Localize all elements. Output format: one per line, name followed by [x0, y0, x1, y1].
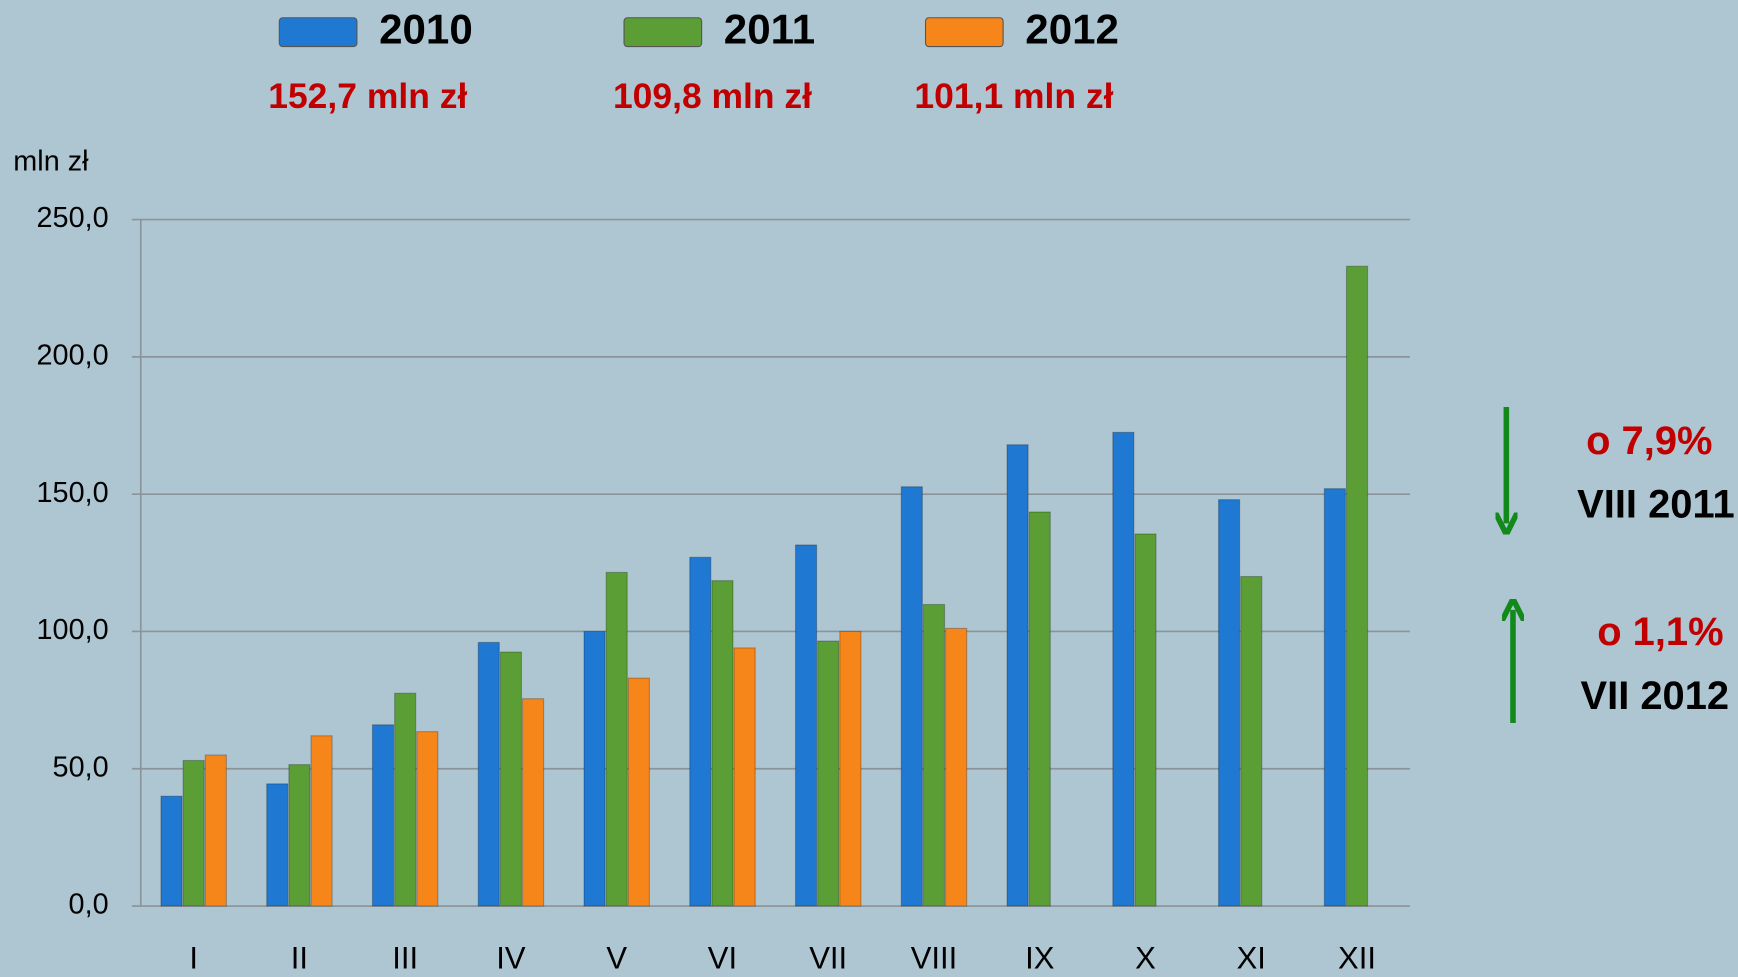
bar	[1323, 488, 1346, 907]
x-tick-label: II	[291, 941, 308, 976]
x-tick-label: I	[189, 941, 198, 976]
bar	[204, 754, 227, 907]
legend-swatch	[278, 17, 358, 48]
y-tick-label: 0,0	[69, 889, 109, 921]
x-tick-label: VII	[809, 941, 847, 976]
bar	[416, 731, 439, 907]
bar	[522, 698, 545, 907]
annotation: VII 2012	[1581, 674, 1730, 718]
bar	[288, 764, 311, 907]
bar	[394, 692, 417, 907]
bar	[371, 724, 395, 907]
annotation: o 7,9%	[1586, 419, 1712, 463]
x-tick-label: X	[1135, 941, 1156, 976]
x-tick-label: XII	[1338, 941, 1376, 976]
y-tick-label: 50,0	[53, 751, 109, 783]
bar	[1345, 265, 1369, 907]
bar	[794, 544, 818, 907]
bar	[310, 735, 333, 907]
x-tick-label: VI	[708, 941, 737, 976]
bar	[1028, 511, 1051, 907]
y-tick-label: 250,0	[37, 202, 109, 234]
bar	[605, 571, 628, 907]
bar	[817, 640, 840, 907]
bar	[627, 677, 650, 907]
x-tick-label: IV	[496, 941, 526, 976]
bar	[499, 651, 523, 907]
bar	[900, 486, 923, 907]
legend-label: 2010	[379, 5, 473, 52]
bar	[1112, 431, 1135, 907]
bar	[711, 580, 734, 907]
legend-label: 2012	[1025, 5, 1119, 52]
y-axis-label: mln zł	[13, 146, 89, 178]
legend-swatch	[924, 17, 1004, 48]
x-tick-label: III	[392, 941, 418, 976]
bar	[160, 795, 183, 907]
x-tick-label: V	[606, 941, 627, 976]
x-tick-label: IX	[1025, 941, 1055, 976]
y-tick-label: 200,0	[37, 339, 109, 371]
x-tick-label: XI	[1237, 941, 1266, 976]
bar	[266, 783, 289, 907]
bar	[945, 627, 968, 907]
x-tick-label: VIII	[911, 941, 958, 976]
y-tick-label: 100,0	[37, 614, 109, 646]
annotation: VIII 2011	[1577, 482, 1735, 526]
legend-swatch	[623, 17, 703, 48]
bar	[1006, 444, 1029, 907]
y-tick-label: 150,0	[37, 477, 109, 509]
bar	[583, 630, 606, 907]
bar	[1240, 575, 1263, 907]
annotation: o 1,1%	[1597, 610, 1723, 654]
bar	[839, 630, 862, 907]
bar	[182, 759, 205, 907]
legend-total: 101,1 mln zł	[914, 76, 1113, 116]
bar	[1218, 499, 1241, 907]
bar	[477, 641, 500, 907]
bar	[689, 556, 712, 907]
bar	[1134, 533, 1157, 907]
legend-total: 109,8 mln zł	[613, 76, 812, 116]
legend-total: 152,7 mln zł	[268, 76, 467, 116]
bar	[733, 647, 756, 907]
legend-label: 2011	[724, 5, 815, 52]
bar	[922, 603, 946, 907]
